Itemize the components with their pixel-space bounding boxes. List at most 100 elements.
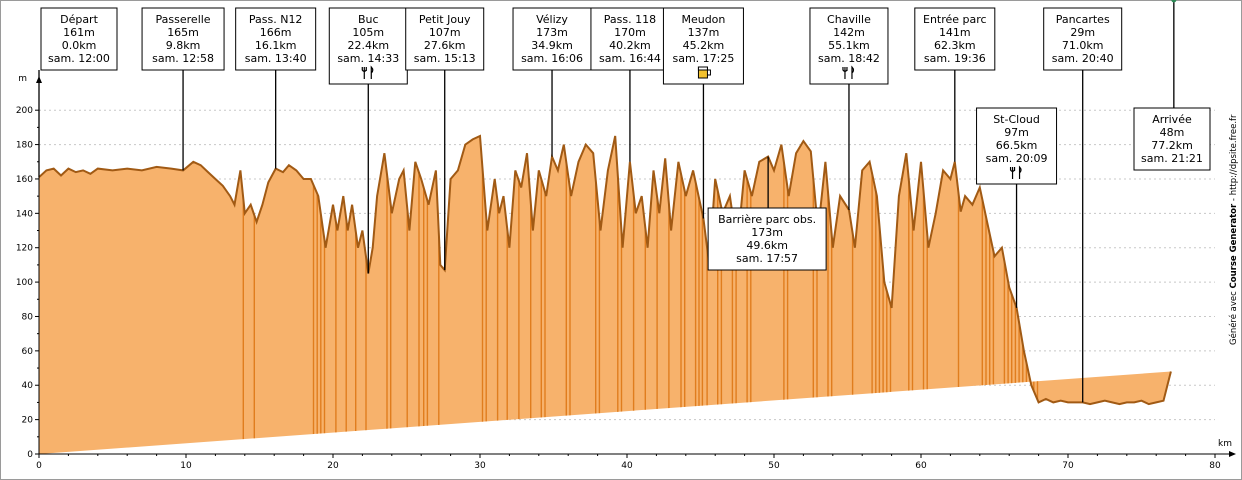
terrain-stripe bbox=[1003, 136, 1006, 454]
terrain-stripe bbox=[831, 136, 833, 454]
x-tick-label: 30 bbox=[474, 461, 486, 471]
terrain-stripe bbox=[485, 136, 487, 454]
waypoint-time: sam. 21:21 bbox=[1141, 152, 1203, 165]
terrain-stripe bbox=[706, 136, 708, 454]
terrain-stripe bbox=[989, 136, 991, 454]
x-tick-label: 20 bbox=[327, 461, 339, 471]
y-tick-label: 120 bbox=[16, 244, 33, 254]
credit-prefix: Généré avec bbox=[1228, 288, 1239, 345]
terrain-stripe bbox=[598, 136, 601, 454]
waypoint-time: sam. 12:58 bbox=[152, 52, 214, 65]
elevation-line bbox=[38, 134, 1172, 406]
waypoint-alt: 137m bbox=[688, 26, 720, 39]
waypoint-dist: 22.4km bbox=[347, 39, 389, 52]
waypoint-label-box bbox=[405, 7, 485, 71]
waypoint-name: Vélizy bbox=[536, 13, 568, 26]
waypoint-label-box bbox=[1133, 107, 1211, 171]
terrain-stripe bbox=[242, 136, 244, 454]
terrain-stripe bbox=[735, 136, 737, 454]
terrain-stripe bbox=[684, 136, 686, 454]
terrain-stripe bbox=[783, 136, 785, 454]
terrain-stripe bbox=[746, 136, 748, 454]
waypoint-name: St-Cloud bbox=[993, 113, 1040, 126]
terrain-stripe bbox=[786, 136, 789, 454]
waypoint-label-box bbox=[328, 7, 408, 85]
terrain-stripe bbox=[438, 136, 440, 454]
terrain-stripe bbox=[544, 136, 546, 454]
terrain-stripe bbox=[851, 136, 854, 454]
waypoint-dist: 27.6km bbox=[424, 39, 466, 52]
terrain-stripe bbox=[985, 136, 987, 454]
waypoint-dist: 9.8km bbox=[166, 39, 201, 52]
terrain-stripe bbox=[518, 136, 520, 454]
waypoint-time: sam. 16:06 bbox=[521, 52, 583, 65]
waypoint-dist: 45.2km bbox=[683, 39, 725, 52]
terrain-stripe bbox=[871, 136, 873, 454]
terrain-stripe bbox=[569, 136, 571, 454]
waypoint-alt: 165m bbox=[167, 26, 199, 39]
end-dot bbox=[1171, 0, 1177, 3]
x-tick-label: 50 bbox=[768, 461, 780, 471]
waypoint-time: sam. 15:13 bbox=[414, 52, 476, 65]
terrain-stripe bbox=[423, 136, 425, 454]
terrain-stripe bbox=[320, 136, 322, 454]
terrain-stripe bbox=[886, 136, 888, 454]
waypoint-alt: 173m bbox=[751, 226, 783, 239]
terrain-stripe bbox=[323, 136, 326, 454]
waypoint-label-box bbox=[914, 7, 996, 71]
terrain-stripe bbox=[908, 136, 910, 454]
waypoint-name: Buc bbox=[358, 13, 379, 26]
terrain-stripe bbox=[620, 136, 623, 454]
y-tick-label: 140 bbox=[16, 209, 33, 219]
terrain-stripe bbox=[656, 136, 658, 454]
waypoint-alt: 142m bbox=[833, 26, 865, 39]
x-tick-label: 40 bbox=[621, 461, 633, 471]
fork-knife-icon bbox=[361, 65, 374, 79]
terrain-stripe bbox=[720, 136, 723, 454]
waypoint-time: sam. 17:57 bbox=[736, 252, 798, 265]
waypoint-label-box bbox=[235, 7, 317, 71]
terrain-stripe bbox=[345, 136, 347, 454]
waypoint-alt: 170m bbox=[614, 26, 646, 39]
terrain-stripe bbox=[878, 136, 881, 454]
terrain-stripe bbox=[595, 136, 597, 454]
credit-text: Généré avec Course Generator - http://dp… bbox=[1228, 114, 1239, 345]
terrain-stripe bbox=[418, 136, 420, 454]
terrain-stripe bbox=[812, 136, 814, 454]
y-tick-label: 0 bbox=[27, 450, 33, 460]
waypoint-name: Entrée parc bbox=[923, 13, 987, 26]
waypoint-dist: 49.6km bbox=[746, 239, 788, 252]
waypoint-time: sam. 13:40 bbox=[245, 52, 307, 65]
terrain-stripe bbox=[316, 136, 318, 454]
waypoint-label-box bbox=[141, 7, 225, 71]
fork-knife-icon bbox=[1009, 165, 1022, 179]
waypoint-alt: 29m bbox=[1070, 26, 1095, 39]
terrain-stripe bbox=[355, 136, 357, 454]
credit-suffix: - http://dpsite.free.fr bbox=[1229, 114, 1239, 204]
waypoint-dist: 66.5km bbox=[996, 139, 1038, 152]
waypoint-time: sam. 18:42 bbox=[818, 52, 880, 65]
waypoint-label-box bbox=[707, 207, 827, 271]
terrain-stripe bbox=[698, 136, 700, 454]
x-tick-label: 70 bbox=[1062, 461, 1074, 471]
terrain-stripe bbox=[540, 136, 542, 454]
waypoint-time: sam. 12:00 bbox=[48, 52, 110, 65]
terrain-stripe bbox=[617, 136, 619, 454]
y-tick-label: 100 bbox=[16, 278, 33, 288]
waypoint-alt: 107m bbox=[429, 26, 461, 39]
terrain-stripe bbox=[565, 136, 567, 454]
waypoint-dist: 77.2km bbox=[1151, 139, 1193, 152]
waypoint-alt: 97m bbox=[1004, 126, 1029, 139]
terrain-stripe bbox=[644, 136, 646, 454]
terrain-stripe bbox=[253, 136, 255, 454]
waypoint-name: Petit Jouy bbox=[419, 13, 471, 26]
terrain-stripe bbox=[701, 136, 704, 454]
